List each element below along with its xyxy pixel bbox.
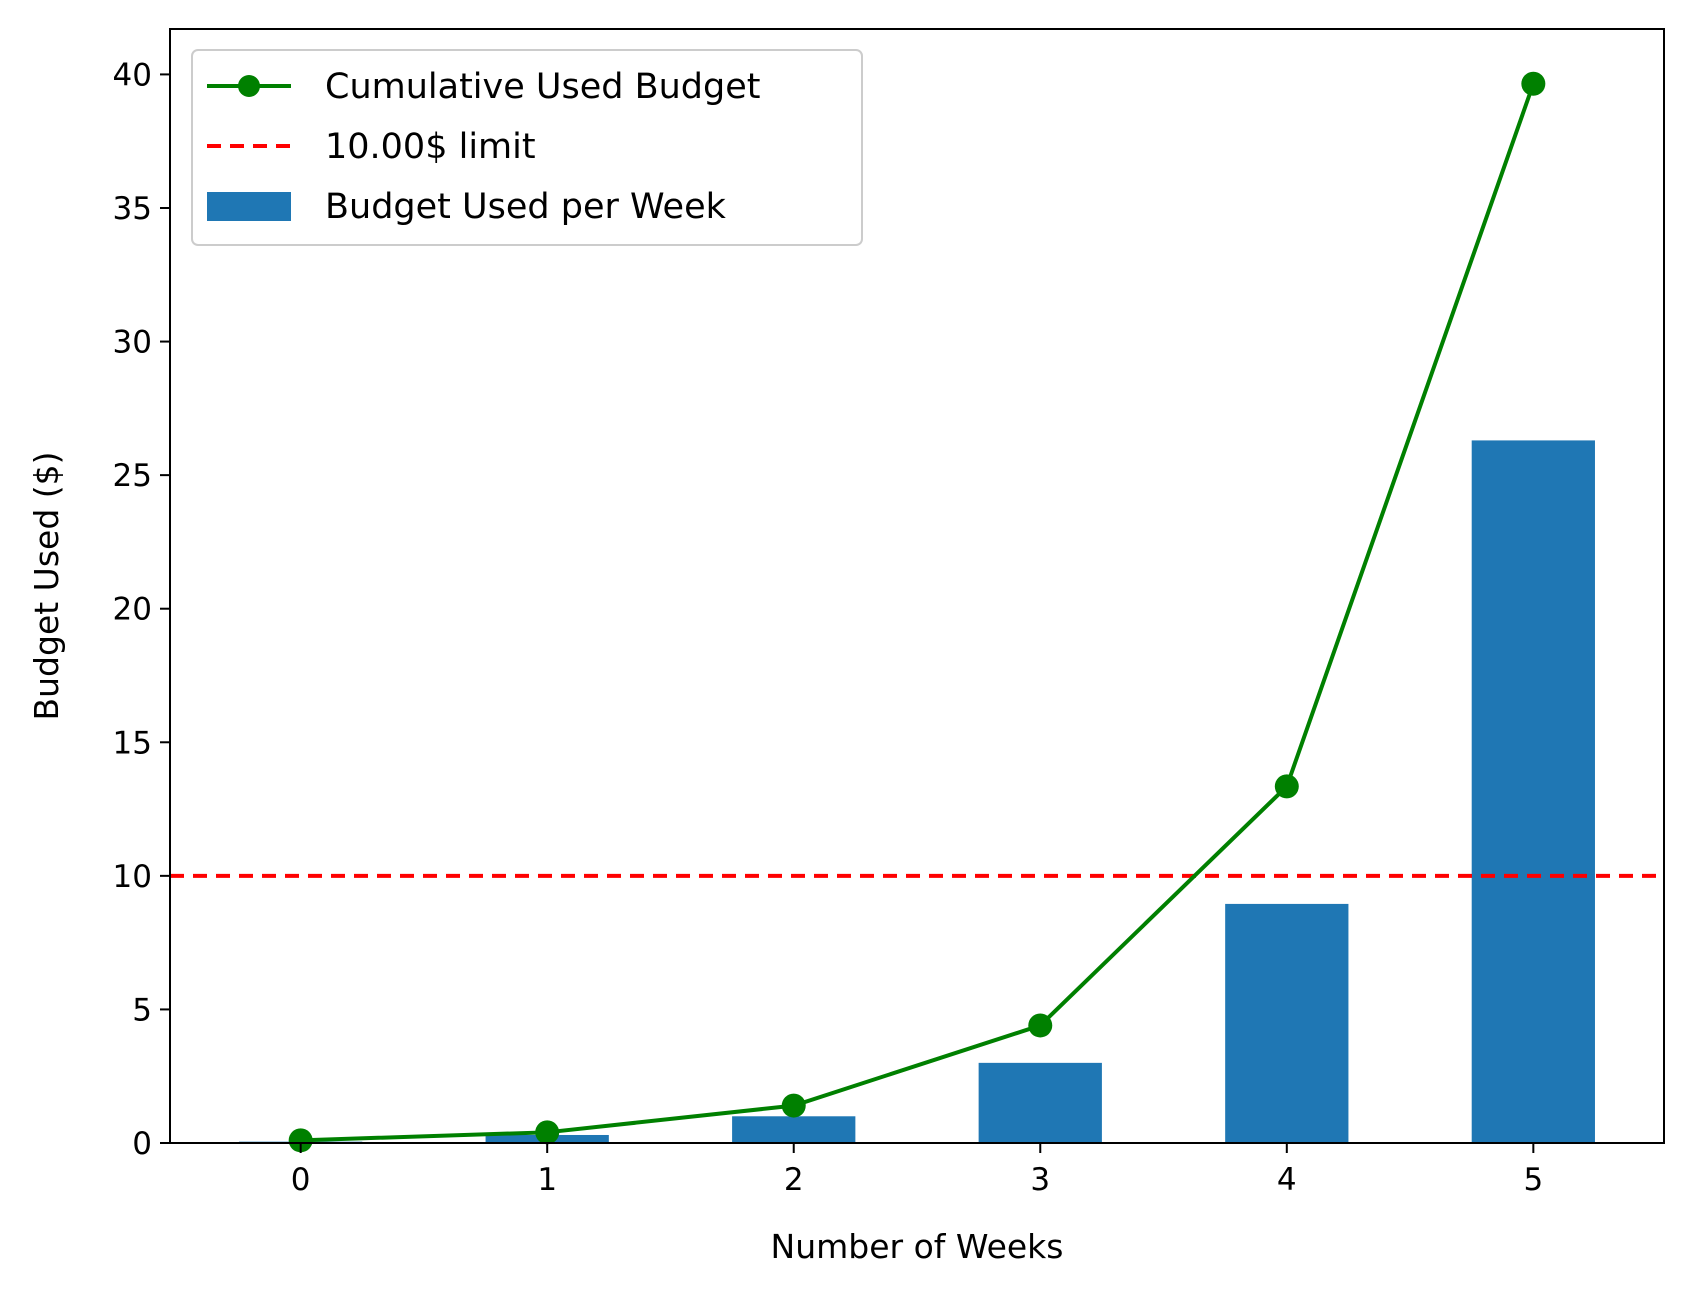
y-tick-label: 15 <box>113 725 152 761</box>
legend-entry-weekly: Budget Used per Week <box>325 187 727 227</box>
y-tick-label: 10 <box>113 859 152 895</box>
y-tick-label: 30 <box>113 325 152 361</box>
y-tick-label: 40 <box>113 57 152 93</box>
x-tick-label: 0 <box>291 1162 311 1198</box>
y-tick-label: 0 <box>132 1126 152 1162</box>
cumulative-point-week-4 <box>1274 774 1299 799</box>
bar-week-5 <box>1471 440 1595 1143</box>
x-tick-label: 1 <box>537 1162 557 1198</box>
cumulative-point-week-0 <box>288 1128 313 1153</box>
cumulative-line <box>300 83 1536 1143</box>
plot-frame <box>169 28 1665 1144</box>
y-axis-label: Budget Used ($) <box>27 451 66 720</box>
y-tick-label: 25 <box>113 458 152 494</box>
x-tick-label: 5 <box>1523 1162 1543 1198</box>
y-axis-ticks: 0 5 10 15 20 25 30 35 40 <box>113 57 170 1162</box>
y-tick-label: 35 <box>113 191 152 227</box>
bar-week-2 <box>732 1116 856 1143</box>
legend-entry-limit: 10.00$ limit <box>325 127 536 167</box>
cumulative-point-week-2 <box>781 1093 806 1118</box>
legend-entry-cumulative: Cumulative Used Budget <box>325 67 761 107</box>
legend-bar-symbol <box>207 192 291 221</box>
y-tick-label: 20 <box>113 592 152 628</box>
cumulative-point-week-1 <box>535 1120 560 1145</box>
cumulative-point-week-5 <box>1521 71 1546 96</box>
bar-week-3 <box>978 1062 1102 1143</box>
bar-week-4 <box>1225 903 1349 1143</box>
line-series <box>288 71 1546 1153</box>
x-tick-label: 2 <box>784 1162 804 1198</box>
legend-box <box>191 49 863 246</box>
x-tick-label: 3 <box>1030 1162 1050 1198</box>
bar-series <box>239 440 1595 1143</box>
cumulative-point-week-3 <box>1028 1013 1053 1038</box>
y-tick-label: 5 <box>132 992 152 1028</box>
x-tick-label: 4 <box>1277 1162 1297 1198</box>
legend-marker-symbol <box>238 75 260 97</box>
x-axis-ticks: 0 1 2 3 4 5 <box>291 1143 1543 1198</box>
legend: Cumulative Used Budget 10.00$ limit Budg… <box>191 49 863 246</box>
x-axis-label: Number of Weeks <box>771 1227 1064 1266</box>
